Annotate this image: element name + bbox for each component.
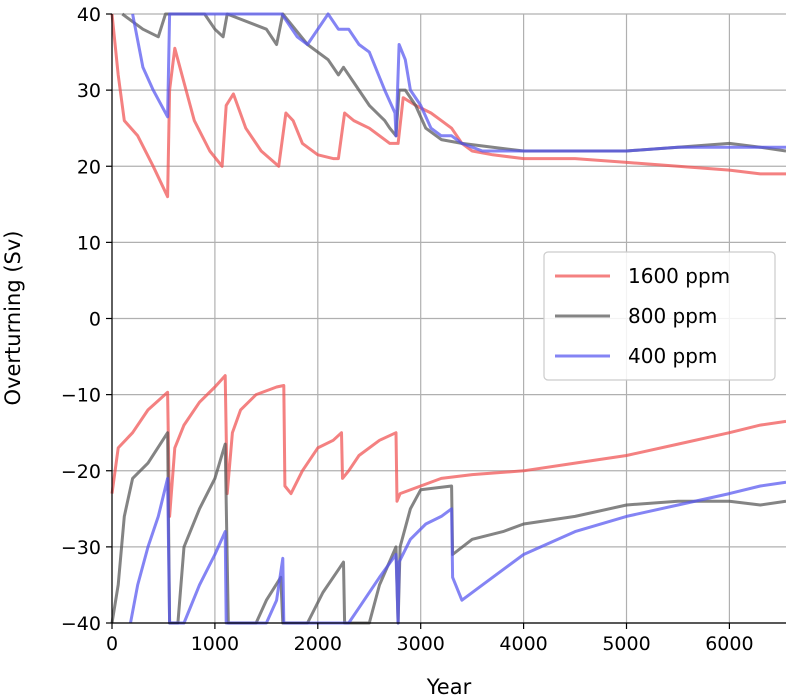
y-tick-label: 10: [77, 232, 101, 254]
series-line-400-ppm-upper: [131, 12, 786, 153]
series-line-800-ppm-lower: [110, 431, 786, 625]
legend-label: 1600 ppm: [628, 264, 730, 288]
legend: 1600 ppm 800 ppm 400 ppm: [543, 251, 776, 381]
y-ticks: −40 −30 −20 −10 0 10 20 30 40: [61, 4, 112, 635]
x-tick-label: 0: [106, 633, 118, 655]
legend-box: [543, 251, 776, 381]
x-ticks: 0 1000 2000 3000 4000 5000 6000: [106, 623, 754, 655]
y-axis-label: Overturning (Sv): [1, 231, 25, 406]
y-tick-label: −30: [61, 537, 101, 559]
legend-label: 800 ppm: [628, 304, 717, 328]
y-tick-label: 20: [77, 156, 101, 178]
x-tick-label: 3000: [397, 633, 445, 655]
y-tick-label: 30: [77, 80, 101, 102]
y-tick-label: −40: [61, 613, 101, 635]
series-line-1600-ppm-lower: [110, 374, 786, 518]
x-tick-label: 5000: [602, 633, 650, 655]
x-tick-label: 6000: [705, 633, 753, 655]
y-tick-label: −20: [61, 461, 101, 483]
y-tick-label: −10: [61, 385, 101, 407]
legend-label: 400 ppm: [628, 344, 717, 368]
y-tick-label: 0: [89, 309, 101, 331]
y-tick-label: 40: [77, 4, 101, 26]
x-axis-label: Year: [426, 675, 472, 699]
x-tick-label: 1000: [191, 633, 239, 655]
series-line-1600-ppm-upper: [110, 13, 786, 199]
x-tick-label: 4000: [499, 633, 547, 655]
x-tick-label: 2000: [294, 633, 342, 655]
